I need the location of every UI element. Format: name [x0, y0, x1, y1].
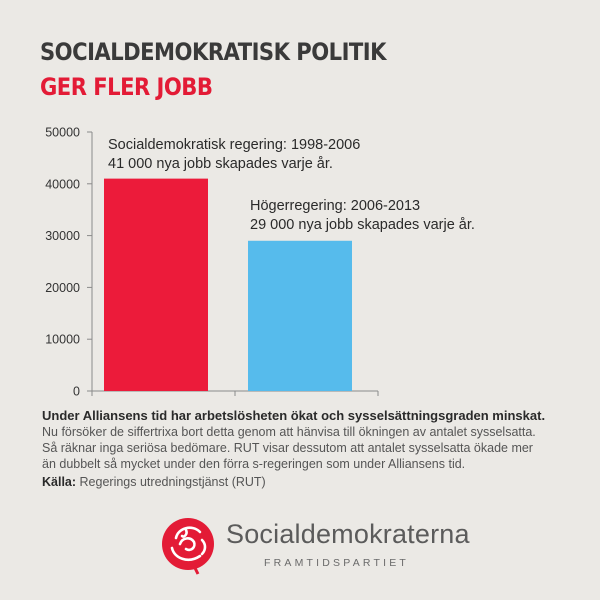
y-tick-label-1: 10000: [45, 333, 80, 347]
bar-2: [248, 240, 352, 391]
annotation-bar-2: Högerregering: 2006-2013 29 000 nya jobb…: [250, 197, 475, 235]
note-line-2: Så räknar inga seriösa bedömare. RUT vis…: [42, 441, 533, 455]
y-tick-label-4: 40000: [45, 177, 80, 191]
y-tick-label-3: 30000: [45, 229, 80, 243]
annotation-bar-1: Socialdemokratisk regering: 1998-2006 41…: [108, 136, 360, 174]
source-label: Källa:: [42, 475, 77, 489]
source-text: Regerings utredningstjänst (RUT): [79, 475, 266, 489]
note-bold: Under Alliansens tid har arbetslösheten …: [42, 408, 546, 423]
bar-1: [104, 178, 208, 391]
explanation-text: Under Alliansens tid har arbetslösheten …: [42, 408, 582, 490]
party-name: Socialdemokraterna: [226, 519, 470, 549]
y-tick-label-2: 20000: [45, 281, 80, 295]
note-line-1: Nu försöker de siffertrixa bort detta ge…: [42, 425, 536, 439]
heading-line-1: SOCIALDEMOKRATISK POLITIK: [40, 38, 387, 66]
note-line-3: än dubbelt så mycket under den förra s-r…: [42, 457, 466, 471]
y-tick-label-5: 50000: [45, 126, 80, 140]
heading-line-2: GER FLER JOBB: [40, 73, 213, 101]
y-tick-label-0: 0: [73, 385, 80, 399]
annotation-bar-2-line-1: Högerregering: 2006-2013: [250, 198, 421, 214]
annotation-bar-1-line-2: 41 000 nya jobb skapades varje år.: [108, 156, 333, 172]
bar-chart: 0 10000 20000 30000 40000 50000: [45, 126, 379, 399]
rose-icon: [162, 518, 214, 575]
annotation-bar-1-line-1: Socialdemokratisk regering: 1998-2006: [108, 137, 361, 153]
source-line: Källa: Regerings utredningstjänst (RUT): [42, 474, 582, 490]
party-tagline: FRAMTIDSPARTIET: [264, 557, 410, 569]
annotation-bar-2-line-2: 29 000 nya jobb skapades varje år.: [250, 217, 475, 233]
